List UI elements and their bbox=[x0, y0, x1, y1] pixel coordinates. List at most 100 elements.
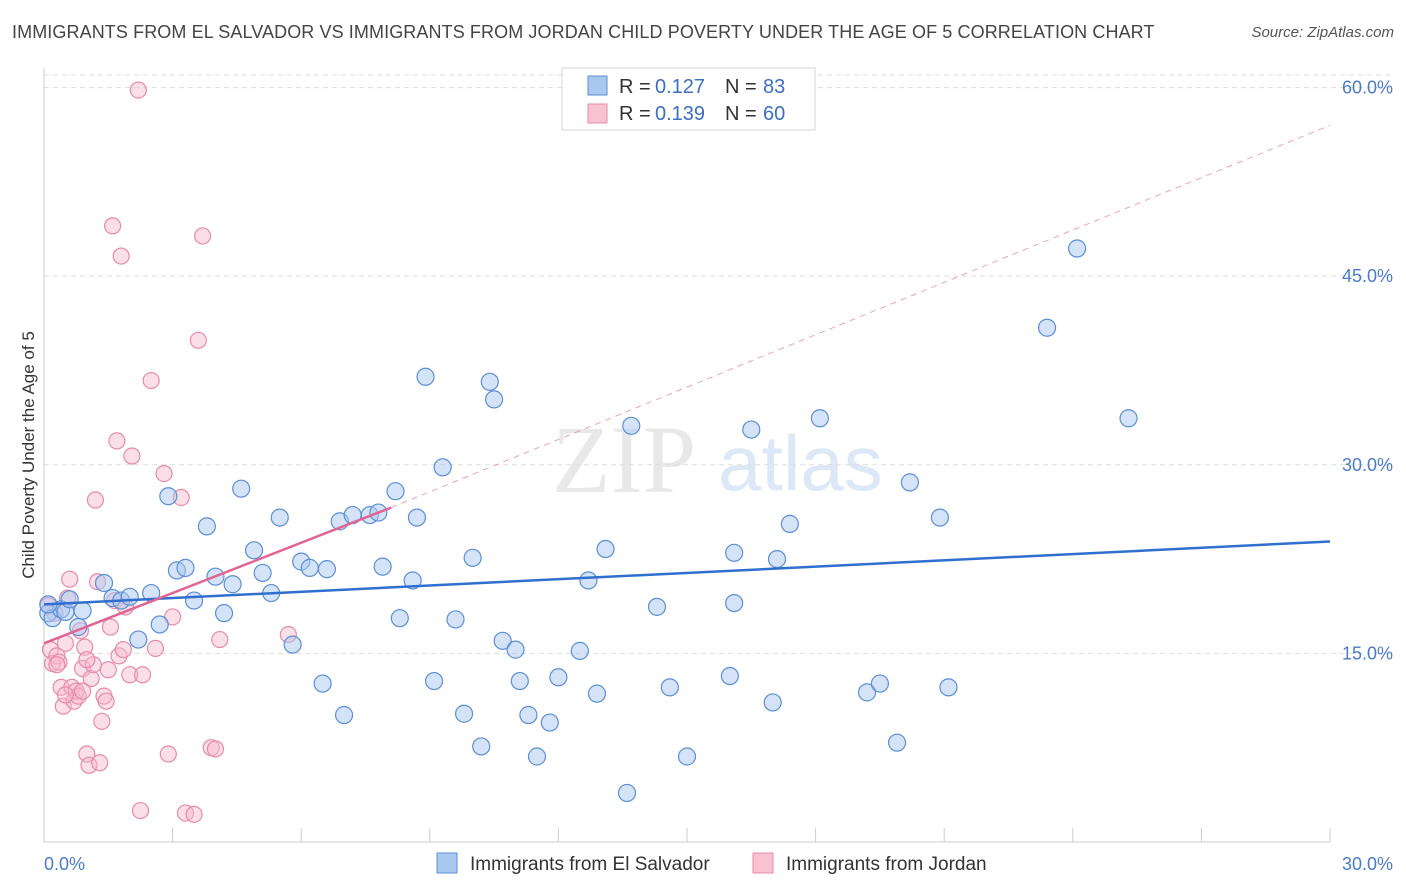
y-axis-label: Child Poverty Under the Age of 5 bbox=[19, 331, 38, 579]
el-salvador-point bbox=[930, 508, 950, 527]
jordan-point bbox=[103, 217, 122, 235]
el-salvador-point bbox=[527, 747, 547, 766]
el-salvador-point bbox=[424, 671, 444, 691]
legend-r-label-1: R = bbox=[619, 76, 651, 98]
jordan-point bbox=[176, 804, 195, 822]
jordan-point bbox=[48, 656, 66, 674]
jordan-trend-line bbox=[43, 506, 392, 645]
el-salvador-point bbox=[403, 571, 422, 590]
el-salvador-point bbox=[742, 420, 761, 439]
el-salvador-point bbox=[317, 560, 337, 579]
el-salvador-point bbox=[73, 601, 92, 620]
el-salvador-trend-line bbox=[43, 540, 1331, 606]
el-salvador-point bbox=[677, 747, 697, 766]
legend-r-value-1: 0.127 bbox=[655, 76, 705, 98]
jordan-point bbox=[50, 653, 68, 671]
jordan-point bbox=[211, 630, 229, 649]
jordan-point bbox=[189, 331, 207, 349]
el-salvador-point bbox=[480, 372, 499, 391]
jordan-point bbox=[61, 570, 79, 588]
el-salvador-point bbox=[549, 668, 568, 687]
jordan-point bbox=[146, 639, 165, 657]
el-salvador-point bbox=[810, 409, 829, 428]
el-salvador-point bbox=[416, 367, 435, 386]
chart-title: IMMIGRANTS FROM EL SALVADOR VS IMMIGRANT… bbox=[12, 22, 1155, 42]
el-salvador-point bbox=[129, 630, 148, 649]
el-salvador-point bbox=[485, 390, 504, 409]
y-tick-label: 30.0% bbox=[1342, 455, 1393, 475]
jordan-point bbox=[206, 740, 225, 758]
el-salvador-point bbox=[540, 713, 559, 732]
el-salvador-point bbox=[270, 508, 289, 527]
y-tick-label: 60.0% bbox=[1342, 78, 1393, 98]
legend: R = 0.127 N = 83 R = 0.139 N = 60 bbox=[561, 67, 816, 131]
el-salvador-point bbox=[493, 631, 512, 650]
legend-swatch-blue bbox=[587, 75, 608, 96]
y-tick-label: 45.0% bbox=[1342, 266, 1393, 286]
legend-n-label-1: N = bbox=[725, 76, 757, 98]
source-label: Source: ZipAtlas.com bbox=[1251, 24, 1394, 41]
jordan-point bbox=[78, 651, 96, 669]
el-salvador-point bbox=[622, 416, 641, 435]
el-salvador-point bbox=[244, 541, 264, 560]
jordan-point bbox=[114, 641, 132, 659]
x-tick-label: 30.0% bbox=[1342, 854, 1393, 874]
el-salvador-point bbox=[373, 557, 392, 576]
el-salvador-point bbox=[454, 704, 474, 723]
el-salvador-point bbox=[253, 563, 272, 583]
el-salvador-point bbox=[283, 635, 302, 654]
jordan-point bbox=[155, 464, 173, 483]
el-salvador-point bbox=[780, 514, 799, 533]
ticks: 15.0% 30.0% 45.0% 60.0% 0.0% 30.0% bbox=[44, 78, 1393, 874]
el-salvador-point bbox=[232, 479, 251, 498]
x-tick-label: 0.0% bbox=[44, 854, 85, 874]
jordan-point bbox=[80, 756, 98, 774]
jordan-point bbox=[133, 666, 152, 684]
jordan-point bbox=[159, 745, 177, 763]
el-salvador-point bbox=[94, 573, 114, 593]
bottom-legend-label-pink: Immigrants from Jordan bbox=[786, 854, 987, 875]
jordan-point bbox=[112, 247, 130, 265]
el-salvador-point bbox=[159, 487, 178, 506]
el-salvador-point bbox=[857, 683, 877, 702]
bottom-legend: Immigrants from El Salvador Immigrants f… bbox=[436, 852, 987, 875]
el-salvador-point bbox=[223, 575, 242, 594]
jordan-point bbox=[82, 669, 100, 688]
el-salvador-point bbox=[176, 558, 195, 577]
jordan-point bbox=[142, 371, 160, 390]
jordan-point bbox=[86, 491, 105, 509]
bottom-legend-label-blue: Immigrants from El Salvador bbox=[470, 854, 710, 875]
el-salvador-point bbox=[184, 591, 204, 610]
jordan-point bbox=[101, 618, 120, 636]
jordan-point bbox=[185, 805, 203, 823]
el-salvador-point bbox=[472, 737, 491, 756]
el-salvador-point bbox=[725, 593, 744, 613]
jordan-point bbox=[129, 81, 147, 99]
bottom-legend-swatch-blue bbox=[436, 852, 458, 874]
el-salvador-point bbox=[386, 482, 405, 501]
legend-n-label-2: N = bbox=[725, 103, 757, 125]
jordan-point bbox=[99, 661, 117, 679]
el-salvador-point bbox=[1067, 239, 1087, 258]
el-salvador-point bbox=[463, 548, 482, 567]
jordan-point bbox=[123, 447, 141, 465]
el-salvador-points bbox=[39, 239, 1138, 803]
el-salvador-point bbox=[763, 693, 782, 712]
el-salvador-point bbox=[506, 640, 525, 659]
el-salvador-point bbox=[887, 733, 907, 752]
jordan-point bbox=[56, 686, 75, 704]
legend-r-label-2: R = bbox=[619, 103, 651, 125]
jordan-trend-extension bbox=[391, 124, 1331, 509]
el-salvador-point bbox=[300, 558, 319, 577]
legend-n-value-2: 60 bbox=[763, 103, 785, 125]
el-salvador-point bbox=[617, 783, 637, 803]
gridlines bbox=[44, 74, 1394, 654]
el-salvador-point bbox=[197, 517, 216, 536]
trend-lines bbox=[43, 124, 1331, 645]
jordan-point bbox=[91, 754, 109, 772]
el-salvador-point bbox=[647, 597, 667, 616]
el-salvador-point bbox=[1119, 409, 1138, 428]
jordan-point bbox=[76, 638, 94, 656]
el-salvador-point bbox=[433, 458, 452, 477]
legend-n-value-1: 83 bbox=[763, 76, 785, 98]
